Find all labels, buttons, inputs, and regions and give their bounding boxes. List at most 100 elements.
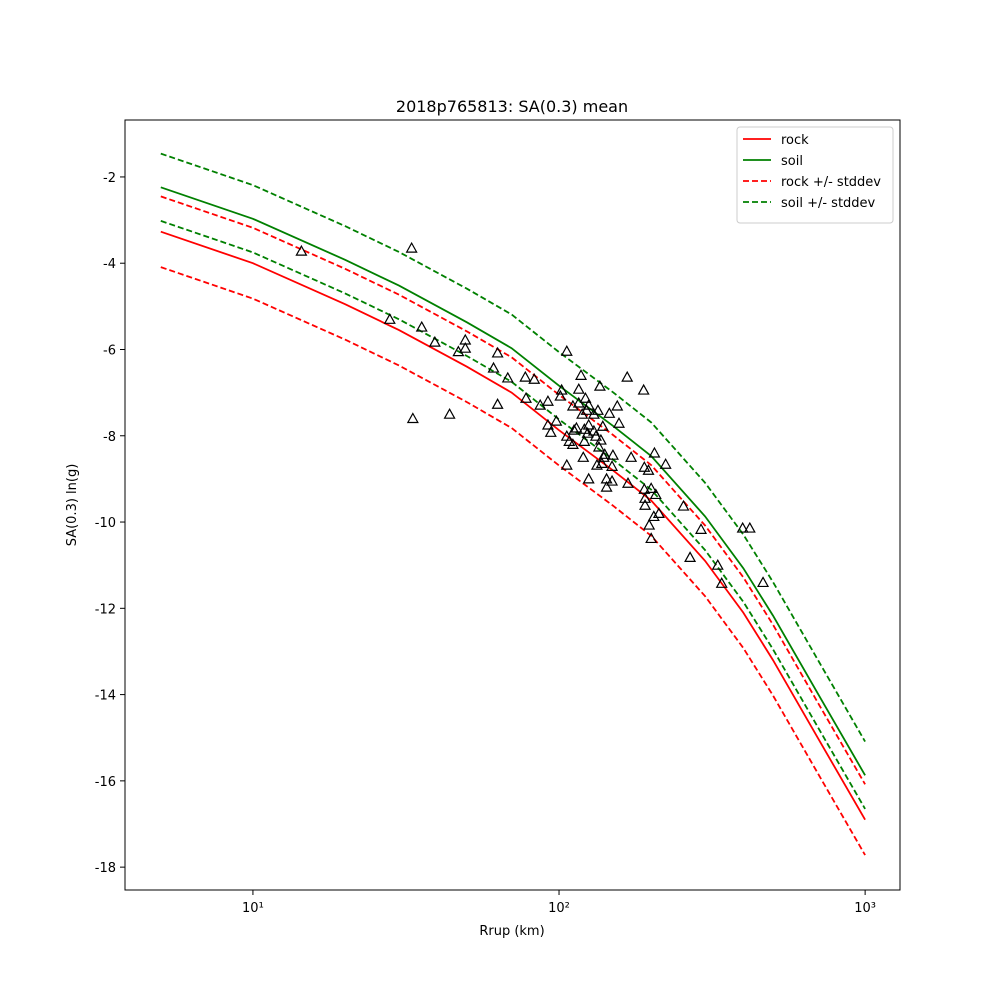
y-axis-label: SA(0.3) ln(g) [65,464,80,547]
data-point [572,382,585,394]
y-tick-label: -10 [95,516,116,531]
data-point [568,423,581,435]
data-point [459,341,472,353]
data-point [638,461,651,472]
data-point [491,346,504,358]
data-point [593,379,606,391]
data-point [591,404,604,415]
data-point [638,483,651,494]
data-point [295,244,308,256]
y-tick-label: -2 [103,171,116,186]
data-point [639,498,652,510]
data-point [541,395,554,406]
data-point [757,576,770,588]
data-point [642,464,655,475]
data-point [612,417,626,428]
x-tick-label: 10³ [854,901,876,916]
data-point [645,532,658,544]
x-axis-label: Rrup (km) [479,924,544,939]
data-point [406,412,419,424]
data-point [443,407,456,419]
data-point [570,421,583,433]
data-point [560,458,573,470]
data-point [576,407,589,419]
data-point [579,391,592,403]
y-tick-label: -6 [103,343,116,358]
data-point [580,404,593,415]
data-point [647,510,660,522]
data-point [684,551,697,563]
data-point [715,577,728,588]
data-point [528,373,541,384]
data-point [598,448,611,459]
data-point [541,418,554,430]
legend-label: soil +/- stddev [781,196,876,211]
data-point [491,398,504,409]
plot-frame [124,119,901,891]
data-point [596,420,609,431]
data-point [695,523,708,534]
legend-label: rock [781,133,809,148]
data-point [560,344,573,356]
data-point [577,451,590,462]
data-point [603,407,616,418]
data-point [659,457,672,469]
data-point [594,433,607,445]
data-point [611,399,624,411]
data-point [677,499,690,511]
data-point [566,438,579,449]
legend-box [736,126,894,224]
data-point [639,492,652,503]
data-point [592,440,605,452]
x-tick-label: 10¹ [242,901,264,916]
series-line [160,230,866,821]
data-point [582,418,595,430]
data-point [575,369,588,380]
data-point [578,435,591,446]
data-point [645,482,658,493]
data-point [711,558,724,570]
data-point [648,446,661,458]
data-point [587,407,600,419]
data-point [637,383,650,395]
data-point [652,507,665,519]
data-point [589,429,602,441]
data-point [600,480,613,492]
data-point [487,361,500,373]
data-point [555,383,568,395]
data-point [649,488,662,500]
data-point [519,370,532,382]
data-point [428,335,441,347]
data-point [606,448,619,460]
data-point [621,476,635,488]
y-tick-label: -16 [95,775,116,790]
data-point [743,521,756,533]
data-point [566,399,579,411]
data-point [405,241,418,253]
data-point [606,460,619,471]
data-point [621,370,634,382]
y-tick-label: -18 [95,861,116,876]
legend-label: rock +/- stddev [781,175,881,190]
data-point [597,451,610,462]
data-point [383,313,396,324]
data-point [582,472,595,484]
data-point [643,518,656,530]
data-point [501,371,514,383]
data-point [625,451,638,462]
data-point [582,398,595,410]
data-point [519,391,533,403]
data-point [606,474,619,486]
data-point [415,320,428,332]
series-line [160,152,866,743]
legend-label: soil [781,154,803,169]
data-point [550,414,563,426]
data-point [736,521,749,533]
y-tick-label: -12 [95,602,116,617]
data-point [554,389,567,401]
data-point [544,426,557,437]
series-line [160,266,866,856]
y-tick-label: -8 [103,430,116,445]
